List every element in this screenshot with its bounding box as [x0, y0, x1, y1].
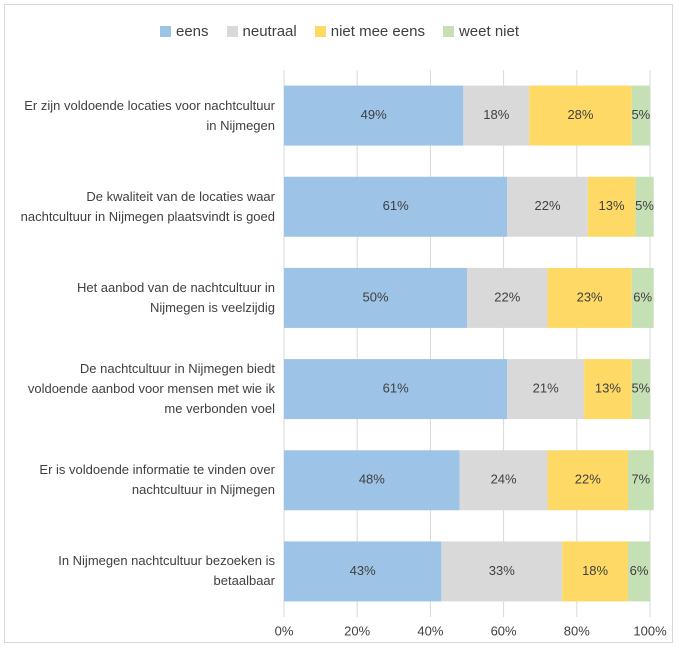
x-tick-label: 0%	[275, 623, 294, 638]
category-label: De kwaliteit van de locaties waar nachtc…	[20, 165, 275, 249]
data-label: 13%	[595, 381, 621, 396]
data-label: 23%	[577, 289, 603, 304]
bar-segment	[628, 541, 650, 602]
data-label: 43%	[350, 563, 376, 578]
data-label: 7%	[631, 472, 650, 487]
legend: eens neutraal niet mee eens weet niet	[0, 23, 679, 40]
category-label: Er is voldoende informatie te vinden ove…	[20, 438, 275, 522]
data-label: 18%	[483, 107, 509, 122]
bar-segment	[284, 267, 467, 328]
data-label: 48%	[359, 472, 385, 487]
bar-segment	[441, 541, 563, 602]
bar-segment	[284, 450, 460, 511]
bar-segment	[547, 450, 629, 511]
x-tick-label: 80%	[564, 623, 590, 638]
bar-segment	[547, 267, 632, 328]
category-text: In Nijmegen nachtcultuur bezoeken is bet…	[58, 553, 275, 589]
data-label: 5%	[631, 107, 650, 122]
x-tick-label: 60%	[491, 623, 517, 638]
bar-segment	[631, 267, 654, 328]
category-text: Er is voldoende informatie te vinden ove…	[39, 462, 275, 498]
legend-swatch	[159, 26, 171, 37]
legend-label: niet mee eens	[330, 23, 425, 40]
data-label: 24%	[491, 472, 517, 487]
data-label: 22%	[575, 472, 601, 487]
legend-swatch	[314, 26, 326, 37]
legend-label: neutraal	[242, 23, 297, 40]
bar-segment	[284, 359, 508, 420]
bar-segment	[631, 359, 650, 420]
data-label: 33%	[489, 563, 515, 578]
data-label: 18%	[582, 563, 608, 578]
bar-segment	[631, 85, 650, 146]
bar-segment	[507, 176, 588, 237]
bar-segment	[584, 359, 632, 420]
bar-segment	[507, 359, 585, 420]
legend-label: eens	[175, 23, 209, 40]
data-label: 5%	[631, 381, 650, 396]
data-label: 49%	[361, 107, 387, 122]
bar-segment	[284, 85, 464, 146]
bar-segment	[467, 267, 548, 328]
legend-item: niet mee eens	[314, 23, 425, 40]
category-label: De nachtcultuur in Nijmegen biedt voldoe…	[20, 347, 275, 431]
legend-swatch	[226, 26, 238, 37]
legend-label: weet niet	[458, 23, 520, 40]
category-text: Het aanbod van de nachtcultuur in Nijmeg…	[76, 279, 275, 315]
chart-border	[4, 4, 673, 643]
legend-swatch	[442, 26, 454, 37]
bar-segment	[635, 176, 654, 237]
legend-item: neutraal	[226, 23, 297, 40]
bar-segment	[459, 450, 548, 511]
data-label: 28%	[567, 107, 593, 122]
x-tick-label: 20%	[344, 623, 370, 638]
bar-segment	[284, 176, 508, 237]
x-tick-label: 40%	[417, 623, 443, 638]
category-text: De kwaliteit van de locaties waar nachtc…	[20, 188, 275, 224]
data-label: 22%	[535, 198, 561, 213]
data-label: 5%	[635, 198, 654, 213]
category-text: De nachtcultuur in Nijmegen biedt voldoe…	[27, 361, 275, 417]
bar-segment	[284, 541, 442, 602]
data-label: 22%	[494, 289, 520, 304]
data-label: 21%	[533, 381, 559, 396]
data-label: 13%	[599, 198, 625, 213]
data-label: 50%	[362, 289, 388, 304]
category-label: Er zijn voldoende locaties voor nachtcul…	[20, 74, 275, 158]
data-label: 6%	[633, 289, 652, 304]
bar-segment	[463, 85, 530, 146]
bar-segment	[562, 541, 629, 602]
legend-item: weet niet	[442, 23, 520, 40]
data-label: 6%	[630, 563, 649, 578]
category-text: Er zijn voldoende locaties voor nachtcul…	[24, 97, 275, 133]
bar-segment	[628, 450, 654, 511]
data-label: 61%	[383, 381, 409, 396]
category-label: Het aanbod van de nachtcultuur in Nijmeg…	[20, 256, 275, 340]
legend-item: eens	[159, 23, 209, 40]
x-tick-label: 100%	[633, 623, 667, 638]
data-label: 61%	[383, 198, 409, 213]
bar-segment	[529, 85, 632, 146]
bar-segment	[587, 176, 636, 237]
category-label: In Nijmegen nachtcultuur bezoeken is bet…	[20, 529, 275, 613]
